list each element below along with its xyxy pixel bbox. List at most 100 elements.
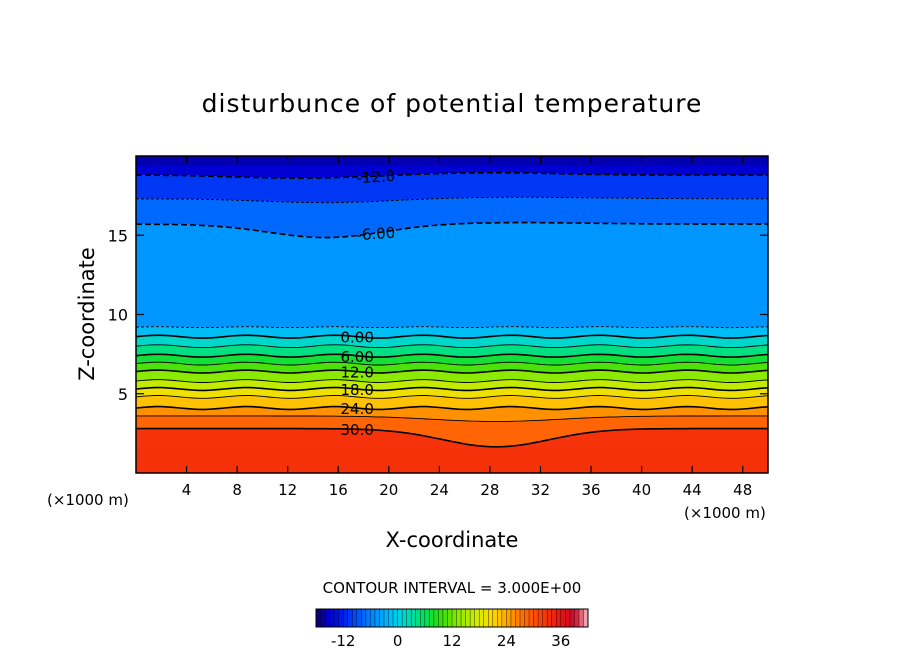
colorbar-tick-label: 12	[442, 632, 461, 650]
colorbar-swatch	[424, 609, 430, 627]
x-axis-title: X-coordinate	[386, 528, 519, 552]
field-band	[136, 172, 768, 203]
contour-lines	[136, 171, 768, 448]
contour-label: 24.0	[340, 400, 373, 418]
colorbar-tick-label: -12	[331, 632, 356, 650]
colorbar-swatch	[542, 609, 548, 627]
colorbar-tick-label: 36	[551, 632, 570, 650]
contour-line	[136, 326, 768, 329]
x-axis: 4 8 12 16 20 24 28 32 36 40 44 48	[182, 156, 752, 499]
colorbar-swatch	[334, 609, 339, 627]
colorbar-swatch	[556, 609, 562, 627]
colorbar-swatch	[438, 609, 444, 627]
y-tick-label: 15	[108, 226, 128, 245]
colorbar-swatch	[325, 609, 330, 627]
colorbar-swatch	[365, 609, 371, 627]
contour-line	[136, 405, 768, 411]
colorbar-swatch	[515, 609, 521, 627]
colorbar-swatch	[429, 609, 435, 627]
contour-line	[136, 344, 768, 349]
colorbar-swatch	[433, 609, 439, 627]
colorbar-swatch	[483, 609, 489, 627]
contour-line	[136, 196, 768, 204]
field-band	[136, 156, 768, 166]
colorbar-swatch	[384, 609, 389, 627]
colorbar-swatch	[506, 609, 512, 627]
contour-label: 18.0	[340, 381, 373, 399]
x-tick-label: 36	[581, 481, 600, 499]
contour-label: -6.00	[356, 224, 396, 245]
contour-line	[136, 353, 768, 358]
contour-line	[136, 395, 768, 399]
x-unit-right: (×1000 m)	[684, 504, 766, 522]
x-tick-label: 40	[632, 481, 651, 499]
colorbar-swatch	[583, 609, 589, 627]
temperature-field	[136, 156, 768, 473]
colorbar-swatch	[456, 609, 462, 627]
colorbar-swatch	[574, 609, 580, 627]
contour-line	[136, 386, 768, 392]
colorbar	[315, 608, 589, 628]
colorbar-swatch	[547, 609, 553, 627]
colorbar-swatch	[465, 609, 471, 627]
colorbar-swatch	[470, 609, 475, 627]
colorbar-swatch	[352, 609, 358, 627]
colorbar-swatch	[361, 609, 367, 627]
colorbar-swatch	[447, 609, 453, 627]
colorbar-swatch	[329, 609, 335, 627]
y-tick-label: 5	[118, 385, 128, 404]
contour-line	[136, 171, 768, 179]
contour-line	[136, 415, 768, 422]
field-band	[136, 428, 768, 473]
y-tick-label: 10	[108, 306, 128, 325]
colorbar-swatch	[374, 609, 380, 627]
colorbar-swatch	[406, 609, 412, 627]
contour-label: 6.00	[340, 348, 373, 366]
field-band	[136, 415, 768, 447]
colorbar-swatch	[529, 609, 534, 627]
contour-line	[136, 334, 768, 339]
contour-line	[136, 379, 768, 383]
colorbar-swatch	[402, 609, 407, 627]
colorbar-swatch	[343, 609, 349, 627]
colorbar-swatch	[551, 609, 557, 627]
colorbar-swatch	[347, 609, 353, 627]
colorbar-swatch	[578, 609, 584, 627]
y-axis-title: Z-coordinate	[75, 247, 99, 381]
colorbar-swatch	[461, 609, 466, 627]
plot-area	[136, 156, 768, 473]
contour-line	[136, 369, 768, 374]
contour-interval-text: CONTOUR INTERVAL = 3.000E+00	[323, 579, 582, 597]
colorbar-swatch	[442, 609, 448, 627]
colorbar-swatch	[492, 609, 498, 627]
colorbar-ticks: -12 0 12 24 36	[331, 632, 570, 650]
x-tick-label: 20	[379, 481, 398, 499]
colorbar-swatch	[533, 609, 539, 627]
colorbar-swatch	[420, 609, 426, 627]
colorbar-swatch	[397, 609, 403, 627]
colorbar-swatch	[569, 609, 575, 627]
colorbar-swatch	[370, 609, 376, 627]
contour-line	[136, 221, 768, 239]
field-band	[136, 406, 768, 422]
colorbar-swatch	[393, 609, 398, 627]
colorbar-swatch	[356, 609, 362, 627]
colorbar-swatch	[316, 609, 321, 627]
x-tick-label: 32	[531, 481, 550, 499]
x-tick-label: 4	[182, 481, 192, 499]
colorbar-swatch	[474, 609, 480, 627]
colorbar-swatch	[411, 609, 417, 627]
contour-label: -12.0	[356, 167, 396, 188]
x-tick-label: 8	[232, 481, 242, 499]
contour-label: 30.0	[340, 421, 373, 439]
colorbar-swatch	[479, 609, 485, 627]
colorbar-tick-label: 24	[497, 632, 516, 650]
colorbar-swatch	[320, 609, 326, 627]
x-tick-label: 44	[683, 481, 702, 499]
colorbar-swatch	[452, 609, 457, 627]
colorbar-swatch	[388, 609, 394, 627]
colorbar-swatch	[565, 609, 571, 627]
colorbar-swatch	[488, 609, 494, 627]
